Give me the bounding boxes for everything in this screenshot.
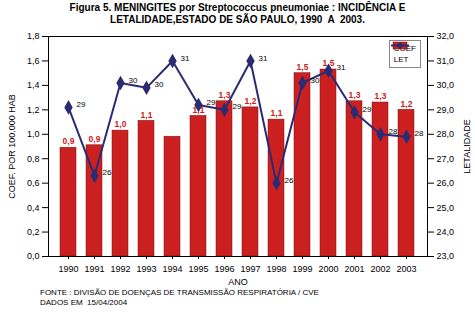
svg-text:26: 26	[103, 168, 112, 177]
svg-text:1,1: 1,1	[193, 105, 205, 115]
svg-text:29: 29	[207, 98, 216, 107]
svg-text:0,6: 0,6	[27, 178, 40, 188]
svg-text:1,2: 1,2	[27, 105, 40, 115]
svg-text:1,2: 1,2	[245, 96, 257, 106]
svg-text:0,0: 0,0	[27, 251, 40, 261]
svg-text:1999: 1999	[292, 264, 312, 274]
svg-text:29: 29	[233, 102, 242, 111]
svg-text:30: 30	[155, 80, 164, 89]
svg-text:31,0: 31,0	[437, 56, 455, 66]
svg-text:1,0: 1,0	[27, 129, 40, 139]
svg-text:1,3: 1,3	[219, 90, 231, 100]
svg-text:31: 31	[337, 63, 346, 72]
svg-text:1,8: 1,8	[27, 31, 40, 41]
svg-text:23,0: 23,0	[437, 251, 455, 261]
svg-text:31: 31	[259, 54, 268, 63]
svg-text:30: 30	[129, 76, 138, 85]
html-text:FONTE : DIVISÃO DE DOENÇAS DE: FONTE : DIVISÃO DE DOENÇAS DE TRANSMISSÃ…	[40, 288, 319, 307]
svg-text:31: 31	[181, 54, 190, 63]
svg-text:0,4: 0,4	[27, 202, 40, 212]
svg-text:0,9: 0,9	[63, 136, 75, 146]
svg-text:1,1: 1,1	[271, 108, 283, 118]
svg-text:28: 28	[389, 127, 398, 136]
svg-text:27,0: 27,0	[437, 154, 455, 164]
svg-text:1993: 1993	[136, 264, 156, 274]
svg-text:1991: 1991	[84, 264, 104, 274]
svg-text:30: 30	[311, 76, 320, 85]
svg-text:30,0: 30,0	[437, 80, 455, 90]
svg-text:ANO: ANO	[228, 277, 248, 287]
svg-text:2003: 2003	[396, 264, 416, 274]
svg-text:1998: 1998	[266, 264, 286, 274]
svg-text:1994: 1994	[162, 264, 182, 274]
svg-text:29,0: 29,0	[437, 105, 455, 115]
svg-text:2000: 2000	[318, 264, 338, 274]
svg-text:32,0: 32,0	[437, 31, 455, 41]
svg-text:1992: 1992	[110, 264, 130, 274]
svg-text:1,5: 1,5	[323, 58, 335, 68]
svg-text:0,2: 0,2	[27, 227, 40, 237]
html-text:Figura 5. MENINGITES por Strep: Figura 5. MENINGITES por Streptococcus p…	[69, 2, 409, 25]
svg-text:26,0: 26,0	[437, 178, 455, 188]
svg-text:1995: 1995	[188, 264, 208, 274]
svg-text:1,3: 1,3	[349, 90, 361, 100]
svg-text:1,3: 1,3	[375, 91, 387, 101]
svg-text:1990: 1990	[58, 264, 78, 274]
svg-text:0,9: 0,9	[89, 134, 101, 144]
svg-text:28: 28	[415, 129, 424, 138]
html-text:LET: LET	[393, 55, 409, 64]
svg-text:1997: 1997	[240, 264, 260, 274]
svg-text:1,6: 1,6	[27, 56, 40, 66]
svg-text:1,5: 1,5	[297, 62, 309, 72]
svg-text:25,0: 25,0	[437, 202, 455, 212]
svg-text:0,8: 0,8	[27, 154, 40, 164]
svg-text:2001: 2001	[344, 264, 364, 274]
html-text:COEF: COEF	[393, 44, 416, 53]
svg-text:1,0: 1,0	[115, 119, 127, 129]
svg-text:COEF. POR 100.000 HAB: COEF. POR 100.000 HAB	[7, 94, 17, 199]
svg-text:28,0: 28,0	[437, 129, 455, 139]
svg-text:29: 29	[77, 100, 86, 109]
svg-text:1,4: 1,4	[27, 80, 40, 90]
svg-text:LETALIDADE: LETALIDADE	[462, 119, 472, 173]
svg-text:1,1: 1,1	[141, 110, 153, 120]
svg-text:24,0: 24,0	[437, 227, 455, 237]
svg-text:1,2: 1,2	[401, 99, 413, 109]
svg-text:1996: 1996	[214, 264, 234, 274]
svg-text:2002: 2002	[370, 264, 390, 274]
svg-text:26: 26	[285, 176, 294, 185]
svg-text:29: 29	[363, 105, 372, 114]
